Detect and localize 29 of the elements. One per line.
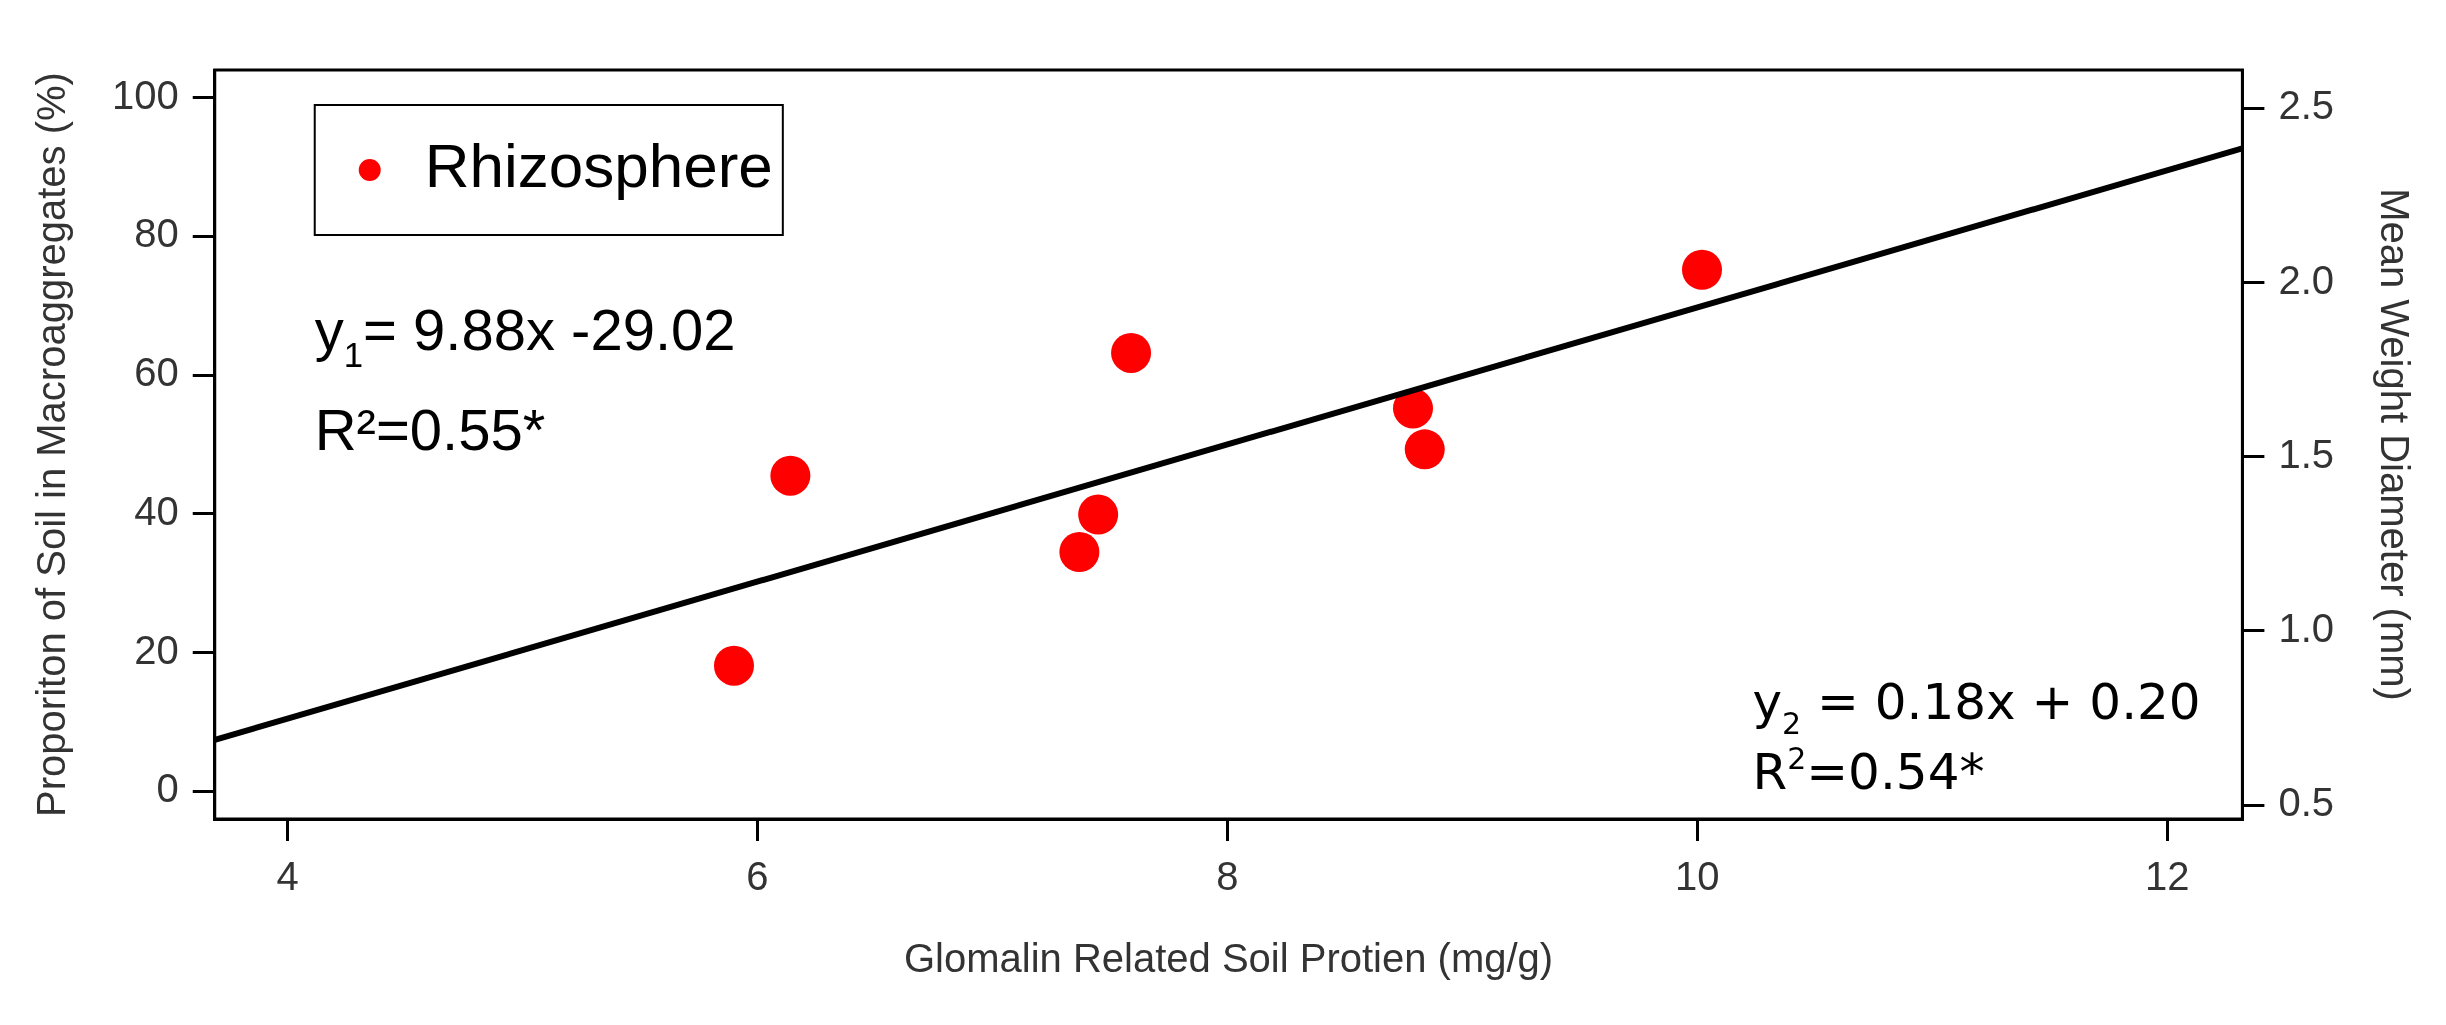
point [1078,494,1119,535]
point [1682,249,1722,290]
x-tick-label: 10 [1675,854,1720,899]
y2-axis-title: Mean Weight Diameter (mm) [2372,188,2417,701]
point [1059,532,1100,572]
point [1393,388,1434,429]
y2-tick-label: 2.0 [2278,257,2334,302]
annotation: R²=0.55* [314,397,546,462]
y2-tick-label: 1.0 [2278,605,2334,650]
y2-tick-label: 1.5 [2278,431,2334,476]
x-tick-label: 12 [2144,854,2190,899]
y-tick-label: 60 [134,350,179,395]
y-axis-title: Proporiton of Soil in Macroaggregates (%) [29,72,74,817]
y2-tick-label: 0.5 [2278,780,2334,825]
y-tick-label: 100 [111,72,179,117]
x-tick-label: 8 [1216,854,1239,899]
x-tick-label: 4 [276,854,299,899]
y-tick-label: 20 [134,627,179,672]
point [1111,332,1152,373]
legend-label: Rhizosphere [424,131,773,201]
point [713,645,754,686]
y2-tick-label: 2.5 [2278,83,2334,128]
y-tick-label: 0 [156,766,179,811]
point [1404,429,1445,470]
point [770,455,811,496]
y-tick-label: 40 [134,488,179,533]
x-tick-label: 6 [746,854,769,899]
x-axis-title: Glomalin Related Soil Protien (mg/g) [903,936,1554,981]
y-tick-label: 80 [134,211,179,256]
